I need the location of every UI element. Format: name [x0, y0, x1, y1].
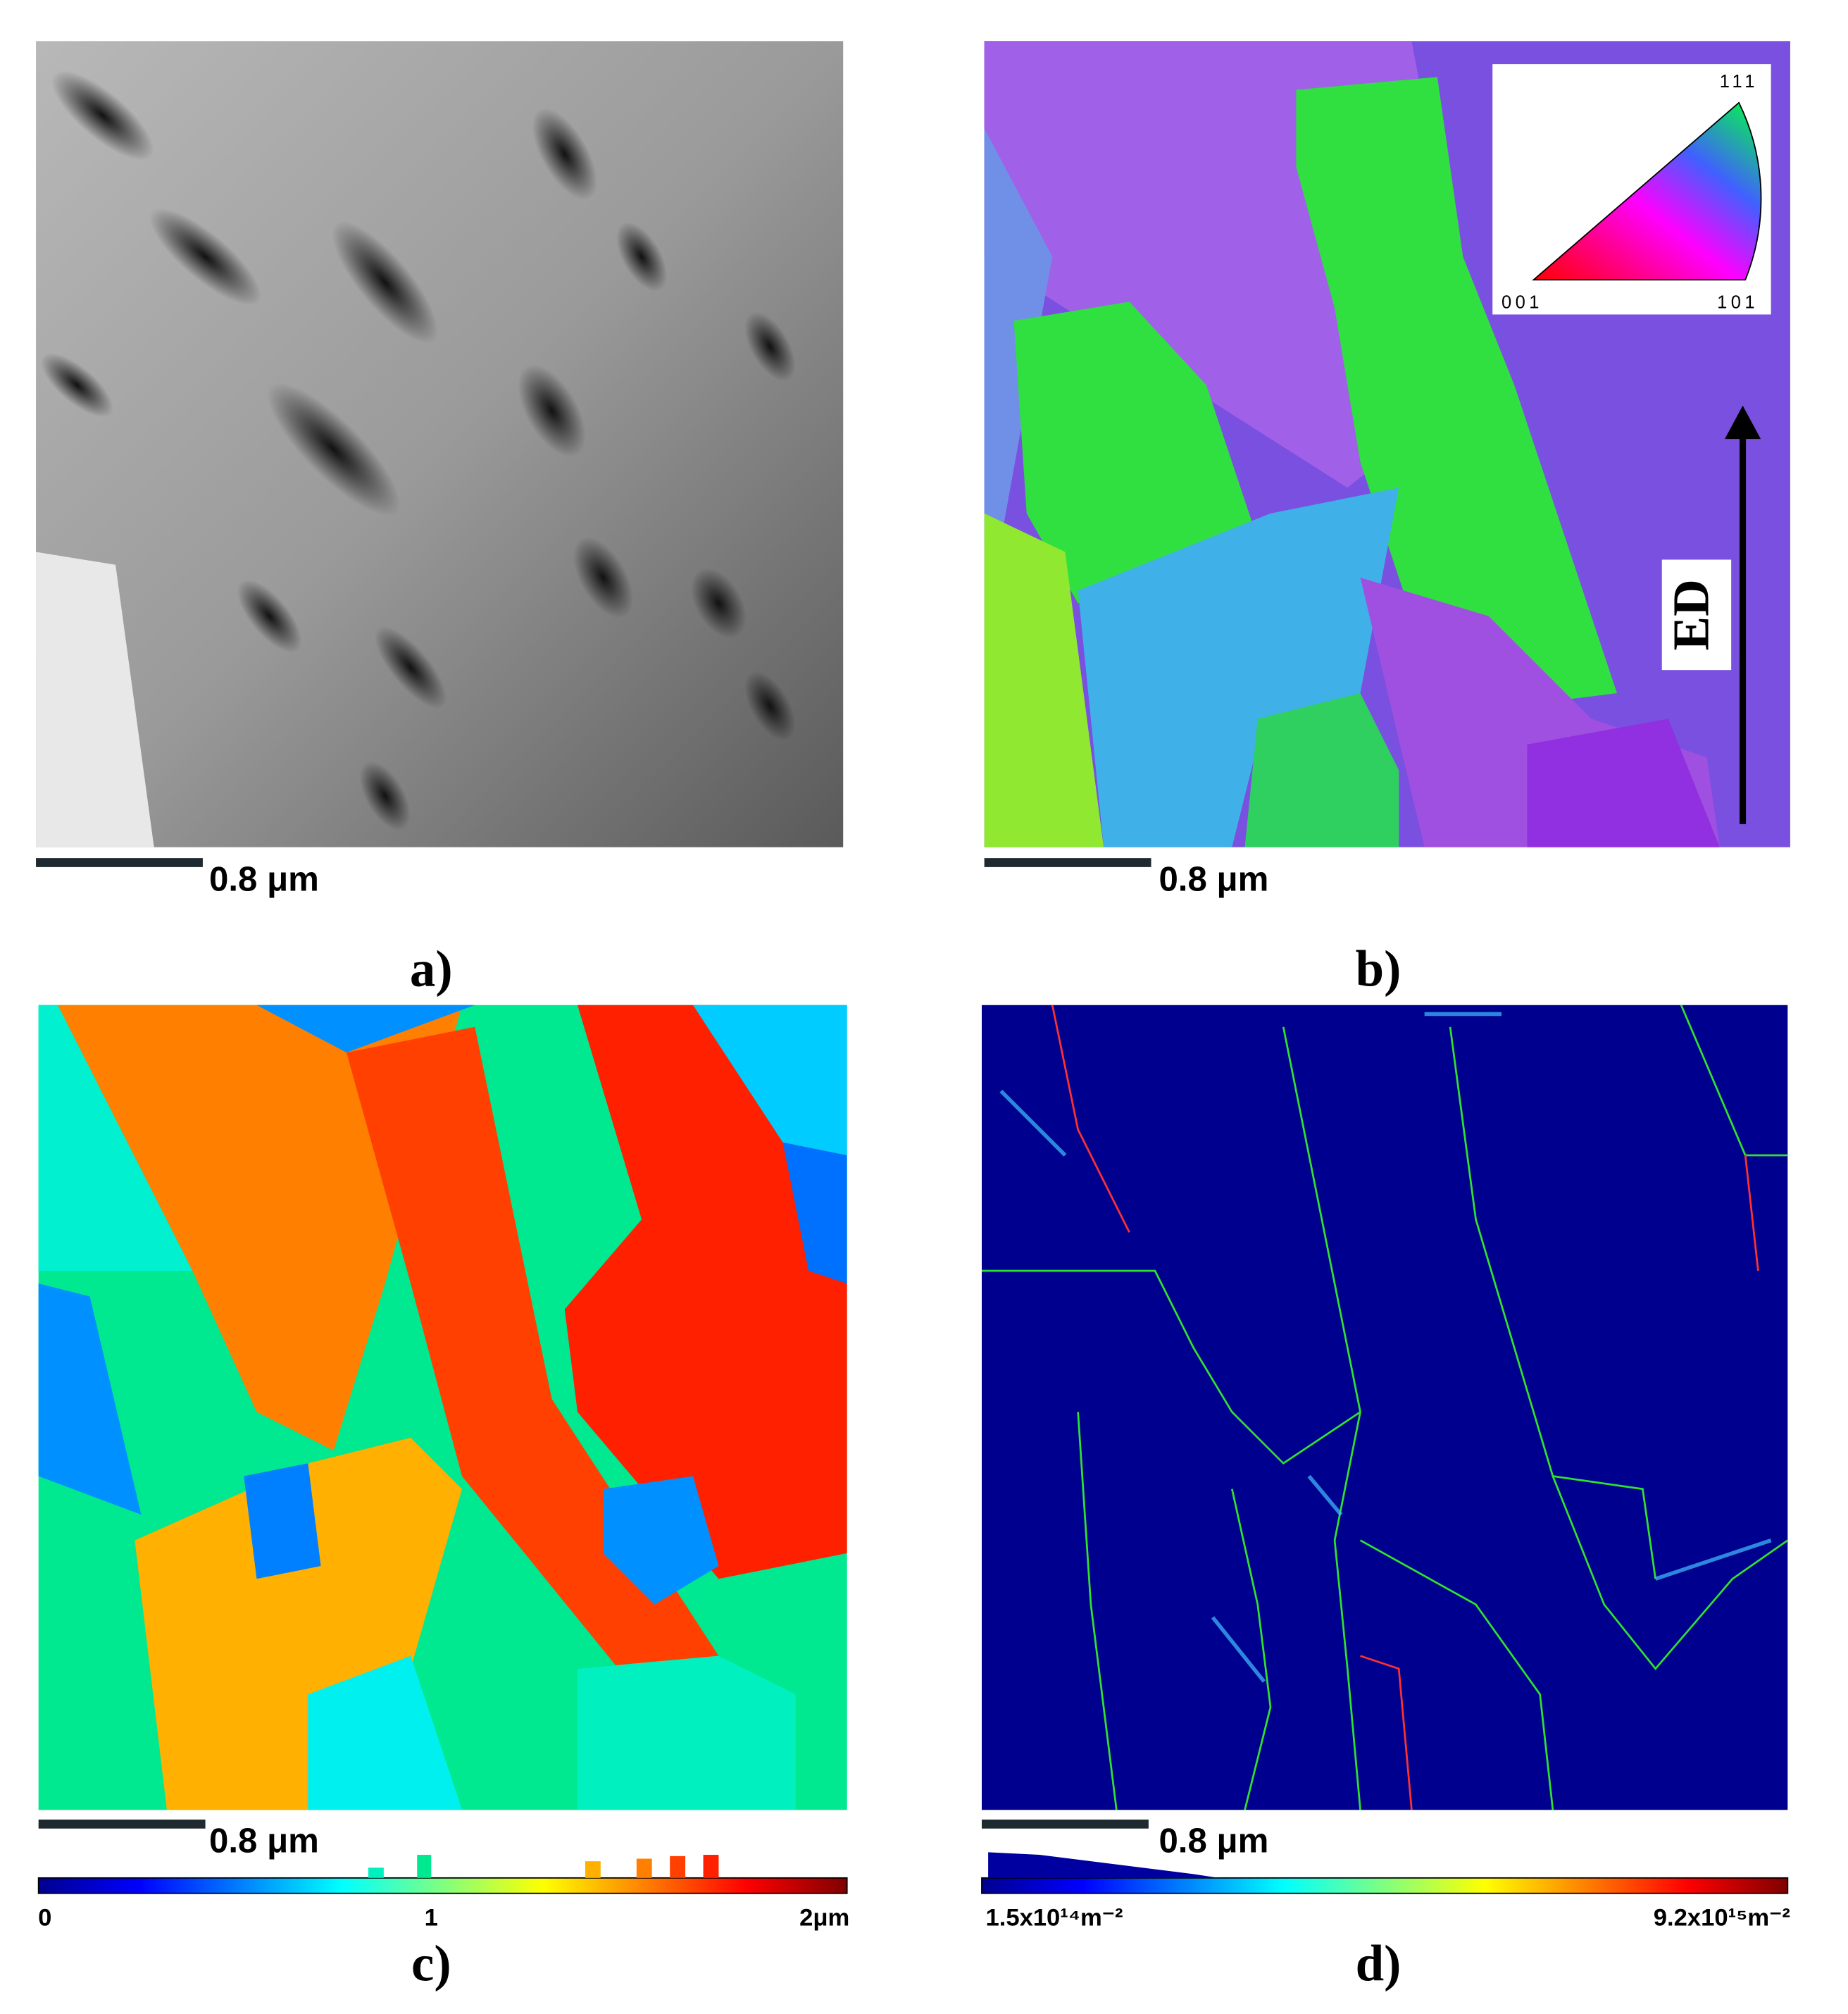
red-boundaries [1051, 1005, 1759, 1810]
colorbar-label: 0 [38, 1904, 51, 1931]
grain [564, 1005, 847, 1579]
ed-label: ED [1663, 579, 1720, 650]
panel-label: c) [411, 1935, 451, 1992]
grain [782, 1142, 847, 1284]
bright-region [36, 552, 154, 847]
colorbar-label: 1 [425, 1904, 438, 1931]
grain [1013, 302, 1270, 604]
grain [984, 513, 1104, 847]
panel-label: d) [1356, 1935, 1401, 1992]
grain [38, 1005, 193, 1271]
dark-features [40, 70, 796, 831]
grain [693, 1005, 847, 1155]
panel-a: 0.8 μm a) [36, 41, 844, 997]
scale-bar-label: 0.8 μm [209, 860, 319, 899]
colorbar-label: 1.5x10¹⁴m⁻² [985, 1904, 1123, 1931]
ed-arrowhead [1725, 405, 1761, 440]
colorbar [37, 1877, 848, 1894]
grain [308, 1655, 463, 1810]
grain [244, 1463, 321, 1579]
grain [135, 1437, 463, 1810]
high-density [999, 1012, 1772, 1683]
histogram [368, 1855, 719, 1878]
scale-bar-label: 0.8 μm [1159, 1821, 1268, 1860]
grain [1078, 487, 1399, 847]
colorbar-label: 9.2x10¹⁵m⁻² [1654, 1904, 1790, 1931]
scale-bar-label: 0.8 μm [209, 1821, 319, 1860]
ipf-label: 111 [1720, 72, 1759, 92]
colorbar [981, 1877, 1789, 1894]
grain [603, 1476, 719, 1605]
panel-label: a) [410, 940, 453, 997]
panel-label: b) [1356, 940, 1401, 997]
grain [1244, 692, 1399, 847]
ipf-label: 101 [1717, 292, 1759, 312]
grain [1296, 77, 1617, 707]
grain [578, 1655, 796, 1810]
grain [38, 1283, 142, 1515]
panel-c: 0.8 μm 0 1 2μm c) [37, 1005, 849, 1992]
ipf-triangle [1532, 101, 1762, 281]
grain [58, 1005, 463, 1451]
colorbar-label: 2μm [799, 1904, 849, 1931]
scale-bar-label: 0.8 μm [1159, 860, 1268, 899]
ed-box [1661, 559, 1732, 671]
sem-image [36, 41, 844, 847]
histogram [988, 1852, 1220, 1878]
grain [1527, 719, 1720, 847]
gnd-map [981, 1005, 1788, 1810]
ipf-label: 001 [1502, 292, 1543, 312]
panel-b: 111 001 101 ED 0.8 μm b) [984, 41, 1790, 997]
grain [256, 1005, 475, 1053]
panel-d: 0.8 μm 1.5x10¹⁴m⁻² 9.2x10¹⁵m⁻² d) [981, 1005, 1790, 1992]
